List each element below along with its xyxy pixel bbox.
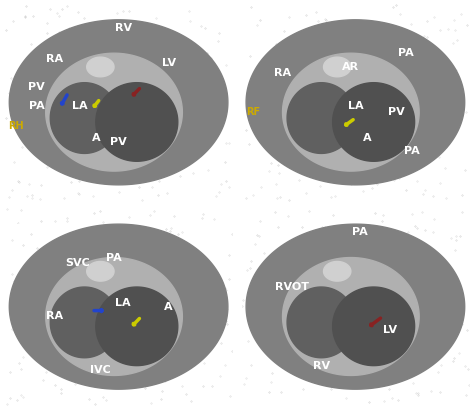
Polygon shape bbox=[246, 20, 465, 185]
Text: L: L bbox=[42, 371, 49, 380]
Text: LV: LV bbox=[162, 58, 176, 68]
Polygon shape bbox=[46, 53, 182, 171]
Text: LA: LA bbox=[72, 101, 88, 111]
Text: PA: PA bbox=[398, 48, 413, 58]
Text: RA: RA bbox=[274, 68, 291, 78]
Text: A: A bbox=[9, 10, 21, 25]
Text: PV: PV bbox=[388, 107, 405, 117]
Polygon shape bbox=[9, 20, 228, 185]
Text: IVC: IVC bbox=[90, 364, 111, 375]
Polygon shape bbox=[246, 224, 465, 389]
Text: PV: PV bbox=[110, 137, 127, 146]
Text: RA: RA bbox=[46, 54, 64, 64]
Text: RVOT: RVOT bbox=[274, 282, 309, 292]
Text: RA: RA bbox=[46, 312, 64, 321]
Polygon shape bbox=[50, 287, 119, 358]
Polygon shape bbox=[287, 287, 356, 358]
Polygon shape bbox=[96, 83, 178, 161]
Polygon shape bbox=[50, 83, 119, 153]
Polygon shape bbox=[96, 287, 178, 366]
Text: RV: RV bbox=[313, 361, 330, 371]
Text: B: B bbox=[246, 10, 258, 25]
Text: LA: LA bbox=[115, 298, 131, 308]
Text: A: A bbox=[91, 133, 100, 143]
Text: AR: AR bbox=[342, 62, 359, 72]
Polygon shape bbox=[287, 83, 356, 153]
Text: LV: LV bbox=[383, 325, 397, 335]
Polygon shape bbox=[283, 258, 419, 375]
Polygon shape bbox=[87, 57, 114, 77]
Text: A: A bbox=[164, 302, 173, 312]
Text: RF: RF bbox=[246, 107, 260, 117]
Text: A: A bbox=[363, 133, 371, 143]
Text: LA: LA bbox=[347, 101, 363, 111]
Polygon shape bbox=[324, 57, 351, 77]
Polygon shape bbox=[333, 83, 415, 161]
Polygon shape bbox=[283, 53, 419, 171]
Polygon shape bbox=[87, 261, 114, 281]
Polygon shape bbox=[46, 258, 182, 375]
Text: D: D bbox=[246, 214, 259, 229]
Text: PV: PV bbox=[28, 82, 45, 92]
Polygon shape bbox=[9, 224, 228, 389]
Text: RV: RV bbox=[115, 22, 132, 33]
Text: PA: PA bbox=[106, 252, 122, 263]
Text: RH: RH bbox=[9, 121, 24, 131]
Polygon shape bbox=[333, 287, 415, 366]
Text: PA: PA bbox=[352, 227, 368, 237]
Text: SVC: SVC bbox=[65, 258, 90, 268]
Text: C: C bbox=[9, 214, 20, 229]
Text: PA: PA bbox=[29, 101, 45, 111]
Text: PA: PA bbox=[404, 146, 420, 157]
Polygon shape bbox=[324, 261, 351, 281]
